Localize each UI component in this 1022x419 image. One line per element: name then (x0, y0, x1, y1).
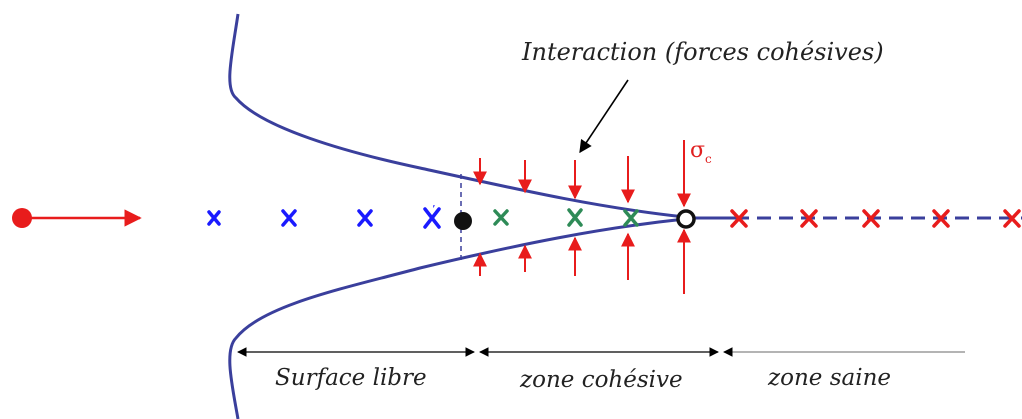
interaction-label: Interaction (forces cohésives) (521, 38, 884, 66)
green-nodes (493, 208, 639, 227)
sigma-c-label: σc (690, 138, 712, 166)
crack-lower-surface (228, 217, 686, 419)
x-mark-icon (623, 209, 639, 227)
x-mark-icon (932, 209, 950, 228)
open-circle-icon (676, 209, 696, 229)
x-mark-icon (207, 210, 221, 226)
x-mark-icon (567, 208, 583, 227)
cohesive-force-arrows-upper (473, 140, 691, 208)
surface-libre-label: Surface libre (275, 365, 427, 391)
zone-cohesive-label: zone cohésive (519, 367, 683, 393)
x-mark-icon (800, 209, 818, 228)
zone-saine-label: zone saine (767, 365, 891, 391)
x-mark-icon (281, 209, 297, 227)
x-mark-icon (423, 207, 441, 229)
node-tick: ʼ (432, 203, 436, 216)
crack-upper-surface (228, 13, 686, 219)
red-nodes (730, 209, 1021, 228)
x-mark-icon (730, 209, 748, 228)
cohesive-force-arrows-lower (473, 228, 691, 294)
blue-nodes (207, 207, 441, 229)
x-mark-icon (357, 209, 373, 227)
x-mark-icon (493, 209, 509, 226)
interaction-pointer-arrow (579, 79, 629, 154)
filled-circle-icon (454, 212, 472, 230)
arrow-right-icon (12, 208, 142, 228)
x-mark-icon (1003, 209, 1021, 228)
x-mark-icon (862, 209, 880, 228)
